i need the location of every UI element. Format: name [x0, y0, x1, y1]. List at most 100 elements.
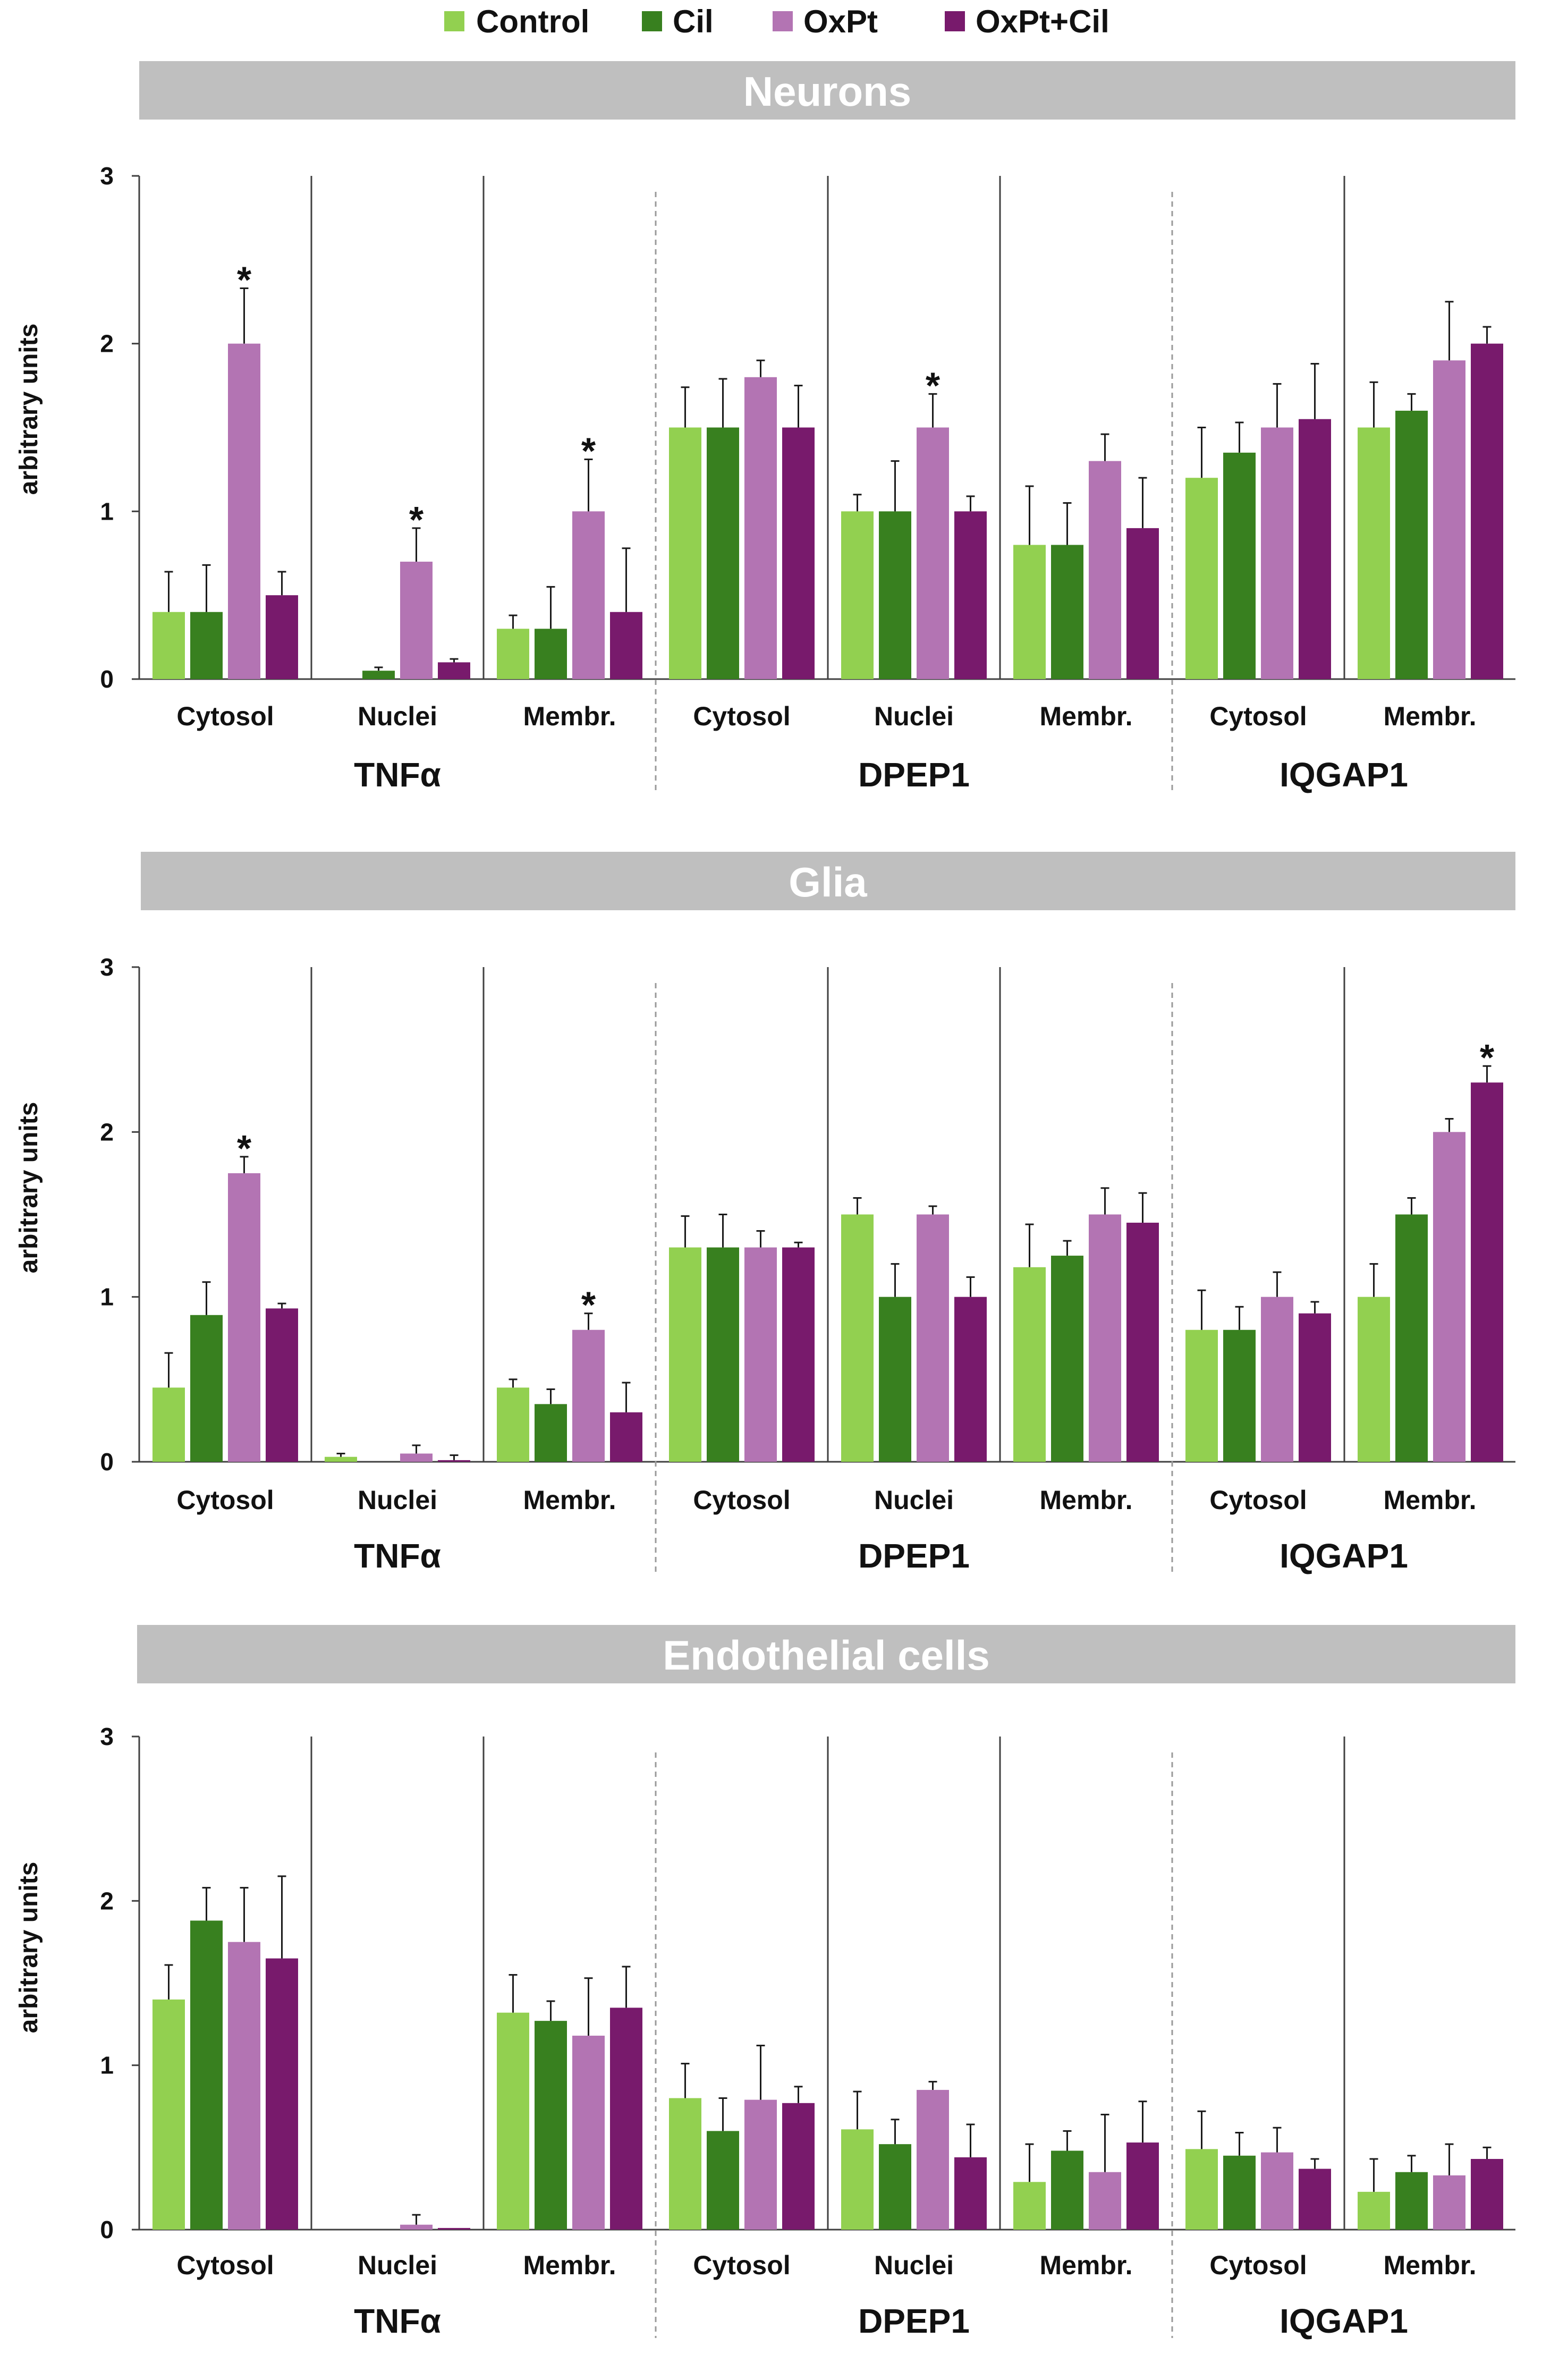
bar-oxpt-cil [954, 1297, 987, 1462]
compartment-label-nuclei: Nuclei [358, 701, 437, 731]
bar-oxpt [744, 1247, 777, 1462]
legend-label-oxpt-cil: OxPt+Cil [976, 4, 1109, 39]
bar-cil [1395, 1214, 1428, 1462]
compartment-label-cytosol: Cytosol [176, 1485, 274, 1515]
bar-oxpt [917, 2090, 949, 2230]
bar-oxpt-cil [1471, 343, 1503, 679]
bar-oxpt-cil [782, 1247, 815, 1462]
legend-item-oxpt-cil: OxPt+Cil [945, 4, 1109, 39]
bar-control [1013, 545, 1046, 679]
bar-oxpt [744, 377, 777, 679]
legend-item-cil: Cil [642, 4, 714, 39]
plot-area-neurons: 0 1 2 3 TNFα Cytosol * Nuclei * Membr. * DPEP1 Cytos… [100, 162, 1515, 794]
compartment-label-membr: Membr. [1383, 2250, 1476, 2280]
protein-label-iqgap1: IQGAP1 [1280, 1537, 1408, 1575]
bar-oxpt [228, 1942, 260, 2230]
bar-control [152, 1999, 185, 2230]
bar-control [1013, 1267, 1046, 1462]
y-tick-label: 0 [100, 1448, 114, 1476]
bar-oxpt [1433, 360, 1465, 679]
protein-label-tnfa: TNFα [354, 2302, 441, 2340]
significance-star: * [237, 1128, 252, 1169]
compartment-label-nuclei: Nuclei [874, 1485, 954, 1515]
bar-oxpt [400, 2224, 433, 2230]
bar-cil [1051, 545, 1083, 679]
y-tick-label: 2 [100, 330, 114, 358]
bar-control [669, 2098, 701, 2230]
bar-cil [1395, 2172, 1428, 2230]
bar-control [841, 511, 874, 679]
bar-cil [535, 629, 567, 679]
compartment-label-membr: Membr. [1039, 2250, 1132, 2280]
y-tick-label: 2 [100, 1118, 114, 1146]
bar-cil [535, 2021, 567, 2230]
bar-control [1013, 2182, 1046, 2230]
bar-oxpt-cil [610, 2008, 642, 2230]
bar-oxpt [572, 1329, 605, 1462]
y-tick-label: 3 [100, 953, 114, 981]
bar-oxpt [1261, 1297, 1293, 1462]
bar-oxpt [744, 2099, 777, 2230]
compartment-label-nuclei: Nuclei [874, 2250, 954, 2280]
compartment-label-cytosol: Cytosol [693, 2250, 790, 2280]
bar-cil [707, 427, 739, 679]
significance-star: * [581, 1284, 596, 1326]
panel-neurons: Neurons arbitrary units 0 1 2 3 TNFα Cytosol *… [15, 61, 1515, 794]
bar-cil [1051, 1256, 1083, 1462]
protein-label-iqgap1: IQGAP1 [1280, 2302, 1408, 2340]
bar-cil [1395, 410, 1428, 679]
bar-cil [707, 2131, 739, 2230]
bar-oxpt-cil [438, 1460, 470, 1462]
y-axis-label-glia: arbitrary units [15, 1102, 43, 1274]
bar-oxpt-cil [266, 1308, 298, 1462]
bar-oxpt [1433, 1132, 1465, 1462]
bar-oxpt [572, 2035, 605, 2230]
bar-control [841, 1214, 874, 1462]
legend-item-control: Control [444, 4, 589, 39]
bar-control [1358, 1297, 1390, 1462]
legend-swatch-oxpt [773, 11, 793, 31]
bar-control [1185, 2149, 1218, 2230]
significance-star: * [581, 430, 596, 471]
bar-control [1358, 2191, 1390, 2230]
compartment-label-membr: Membr. [1039, 1485, 1132, 1515]
bar-oxpt-cil [782, 2103, 815, 2230]
bar-cil [190, 612, 223, 679]
bar-control [669, 427, 701, 679]
plot-area-glia: 0 1 2 3 TNFα Cytosol * Nuclei Membr. * DPEP1 Cytoso… [100, 953, 1515, 1575]
protein-label-tnfa: TNFα [354, 756, 441, 794]
panel-endothelial-cells: Endothelial cells arbitrary units 0 1 2 3 TN… [15, 1625, 1515, 2340]
y-axis-label-neurons: arbitrary units [15, 324, 43, 495]
panel-title-endothelial-cells: Endothelial cells [663, 1632, 990, 1679]
bar-oxpt [228, 1173, 260, 1462]
y-axis-label-endothelial-cells: arbitrary units [15, 1862, 43, 2034]
compartment-label-membr: Membr. [1383, 1485, 1476, 1515]
bar-control [497, 1387, 529, 1462]
legend-swatch-oxpt-cil [945, 11, 965, 31]
bar-oxpt-cil [1299, 1313, 1331, 1462]
legend-label-cil: Cil [673, 4, 714, 39]
bar-control [152, 1387, 185, 1462]
bar-oxpt [1089, 2172, 1121, 2230]
compartment-label-membr: Membr. [1039, 701, 1132, 731]
bar-cil [879, 511, 911, 679]
significance-star: * [1480, 1037, 1495, 1078]
bar-oxpt [1089, 1214, 1121, 1462]
bar-cil [1223, 452, 1256, 679]
protein-label-dpep1: DPEP1 [858, 756, 970, 794]
compartment-label-nuclei: Nuclei [874, 701, 954, 731]
y-tick-label: 1 [100, 1283, 114, 1311]
legend: Control Cil OxPt OxPt+Cil [444, 4, 1109, 39]
bar-oxpt [572, 511, 605, 679]
compartment-label-membr: Membr. [523, 2250, 616, 2280]
legend-label-oxpt: OxPt [803, 4, 878, 39]
bar-cil [879, 2144, 911, 2230]
protein-label-iqgap1: IQGAP1 [1280, 756, 1408, 794]
bar-control [1358, 427, 1390, 679]
compartment-label-cytosol: Cytosol [1209, 1485, 1307, 1515]
bar-oxpt [1089, 461, 1121, 679]
bar-control [497, 2012, 529, 2230]
bar-oxpt-cil [1471, 2158, 1503, 2230]
bar-oxpt-cil [954, 2157, 987, 2230]
